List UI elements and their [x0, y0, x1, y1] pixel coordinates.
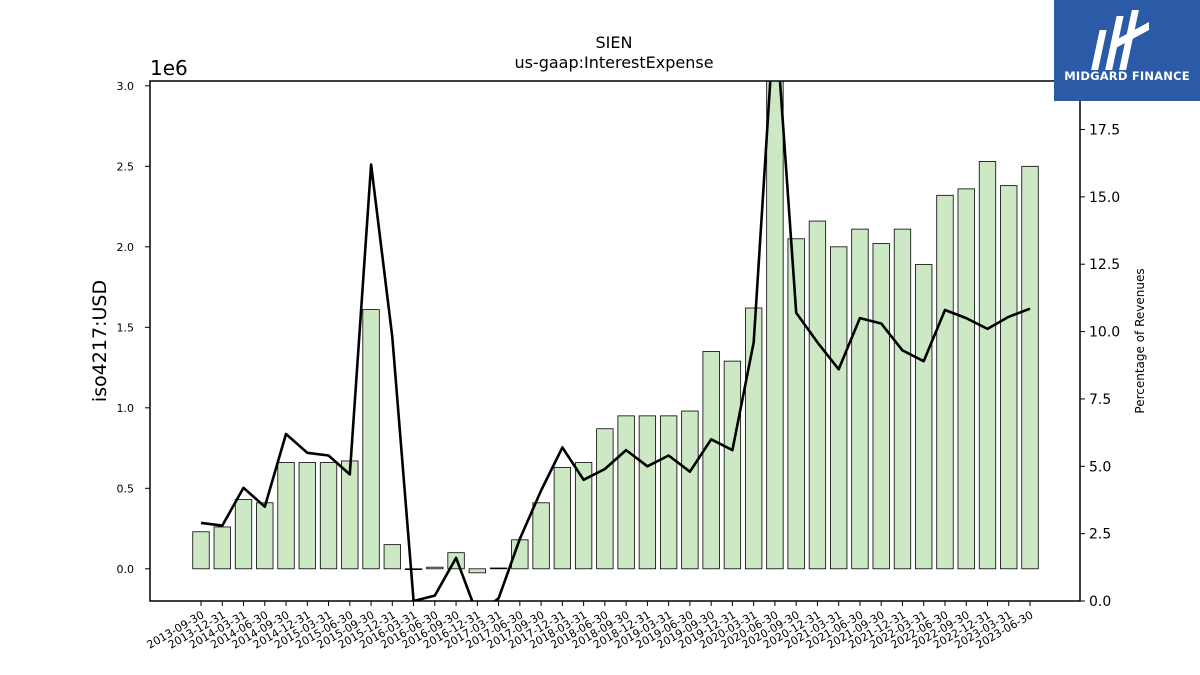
- midgard-finance-logo: MIDGARD FINANCE: [1054, 0, 1200, 101]
- bar-2018-06-30: [596, 428, 614, 570]
- y-tick-label: 1.0: [117, 402, 135, 415]
- y-tick-label: 2.0: [117, 241, 135, 254]
- bar-2015-06-30: [341, 460, 359, 570]
- bar-2020-09-30: [787, 238, 805, 570]
- y-tick-label: 0.0: [117, 563, 135, 576]
- y2-tick-label: 0.0: [1089, 594, 1111, 610]
- bar-2019-09-30: [702, 351, 720, 570]
- y2-tick-label: 2.5: [1089, 527, 1111, 543]
- bar-2017-09-30: [532, 502, 550, 570]
- y-scale-label: 1e6: [150, 56, 188, 80]
- y2-axis-label: Percentage of Revenues: [1133, 268, 1147, 413]
- y2-tick-label: 17.5: [1089, 122, 1120, 138]
- bar-2017-03-31: [489, 567, 508, 570]
- plot-frame: [149, 80, 1081, 602]
- bar-2022-12-31: [978, 161, 997, 570]
- bar-2015-03-31: [319, 462, 338, 570]
- bar-2020-06-30: [766, 81, 784, 570]
- y2-tick-label: 7.5: [1089, 392, 1111, 408]
- y-tick-label: 1.5: [117, 321, 135, 334]
- bar-2014-03-31: [234, 499, 253, 570]
- y-axis-label: iso4217:USD: [89, 280, 111, 402]
- bar-2014-06-30: [256, 502, 274, 570]
- percentage-of-revenues-line: [200, 81, 1031, 601]
- bar-2021-03-31: [830, 246, 848, 570]
- y-tick-label: 0.5: [117, 482, 135, 495]
- y2-tick-label: 5.0: [1089, 459, 1111, 475]
- bar-2020-12-31: [808, 220, 827, 570]
- bar-2019-12-31: [723, 360, 742, 570]
- bar-2021-06-30: [851, 228, 869, 570]
- bar-2017-12-31: [553, 466, 572, 570]
- bar-2020-03-31: [745, 307, 763, 570]
- bar-2014-12-31: [298, 462, 316, 570]
- bar-2022-03-31: [915, 264, 933, 570]
- midgard-logo-icon: [1091, 10, 1149, 70]
- bar-2015-12-31: [383, 544, 401, 570]
- bar-2019-03-31: [659, 415, 678, 570]
- bar-2013-09-30: [192, 531, 210, 570]
- logo-text: MIDGARD FINANCE: [1064, 69, 1190, 83]
- bar-2018-12-31: [638, 415, 657, 570]
- y-tick-label: 3.0: [117, 80, 135, 93]
- bar-2013-12-31: [213, 526, 231, 570]
- bar-2021-09-30: [872, 243, 890, 570]
- bar-2022-06-30: [936, 194, 954, 570]
- bar-2014-09-30: [277, 462, 295, 570]
- bar-2018-03-31: [574, 462, 593, 570]
- bar-2019-06-30: [681, 410, 699, 570]
- chart-subtitle: us-gaap:InterestExpense: [514, 53, 713, 72]
- bar-2023-03-31: [1000, 185, 1018, 570]
- bar-2016-12-31: [468, 568, 486, 574]
- y2-tick-label: 15.0: [1089, 190, 1120, 206]
- y-tick-label: 2.5: [117, 160, 135, 173]
- bar-2016-03-31: [404, 568, 423, 571]
- y2-tick-label: 10.0: [1089, 325, 1120, 341]
- bar-2015-09-30: [362, 309, 380, 570]
- bar-2018-09-30: [617, 415, 635, 570]
- bar-2023-06-30: [1021, 165, 1039, 570]
- bar-2016-06-30: [426, 566, 444, 570]
- y2-tick-label: 12.5: [1089, 257, 1120, 273]
- bar-2022-09-30: [957, 188, 975, 570]
- bar-2021-12-31: [893, 228, 912, 570]
- chart-title: SIEN: [596, 33, 633, 52]
